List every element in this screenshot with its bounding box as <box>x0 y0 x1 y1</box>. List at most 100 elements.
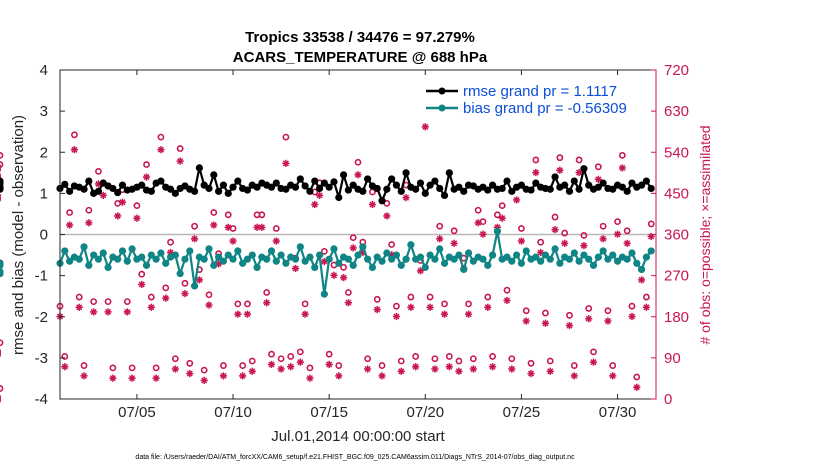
x-tick-label: 07/15 <box>310 404 348 421</box>
rmse-series-point <box>498 184 506 193</box>
bias-series-point <box>637 265 646 274</box>
bias-series-point <box>436 245 444 253</box>
rmse-series-point <box>642 177 650 185</box>
obs-assimilated-marker <box>546 367 554 375</box>
obs-possible-marker <box>561 229 569 237</box>
obs-assimilated-marker <box>392 312 401 321</box>
ticks-layer: -4 -3 -2 -1 0 1 2 3 4 0 90 180 270 360 450 540 630 720 07/… <box>35 62 689 421</box>
obs-assimilated-marker <box>609 372 617 380</box>
x-tick-label: 07/05 <box>118 404 156 421</box>
obs-possible-marker <box>325 350 333 358</box>
bias-series-point <box>301 257 309 265</box>
bias-series-point <box>80 243 88 251</box>
bias-series-point <box>565 255 574 263</box>
bias-series-point <box>364 255 372 263</box>
obs-possible-marker <box>282 133 290 141</box>
obs-assimilated-marker <box>469 365 477 373</box>
obs-assimilated-marker <box>311 200 319 209</box>
obs-possible-marker <box>191 222 198 230</box>
obs-assimilated-marker <box>152 374 160 382</box>
obs-assimilated-marker <box>104 308 112 316</box>
bias-series-point <box>243 255 252 263</box>
rmse-series-point <box>359 187 367 195</box>
y-axis-label: rmse and bias (model - observation) <box>10 115 27 355</box>
rmse-series-point <box>561 181 569 189</box>
obs-assimilated-marker <box>248 367 256 375</box>
obs-assimilated-marker <box>291 264 300 273</box>
rmse-series-point <box>306 187 314 195</box>
legend-bias-marker <box>438 104 446 112</box>
rmse-series-point <box>575 185 583 193</box>
rmse-series-point <box>383 185 391 193</box>
bias-series-point <box>594 253 602 261</box>
rmse-series-point <box>66 187 74 195</box>
bias-series-point <box>378 257 386 265</box>
bias-series-point <box>234 247 242 255</box>
bias-series-point <box>551 245 559 253</box>
obs-possible-marker <box>527 359 535 367</box>
obs-possible-marker <box>489 353 496 360</box>
obs-possible-marker <box>186 359 194 367</box>
obs-possible-marker <box>580 231 588 239</box>
obs-possible-marker <box>546 357 554 365</box>
obs-possible-marker <box>0 161 4 168</box>
bias-series-point <box>128 245 136 253</box>
obs-possible-marker <box>296 348 304 356</box>
rmse-series-point <box>138 181 146 189</box>
rmse-series-point <box>109 184 117 193</box>
bias-series-point <box>181 255 189 263</box>
obs-possible-marker <box>431 355 439 363</box>
y-tick-label: 3 <box>40 103 48 120</box>
obs-possible-marker <box>599 222 607 230</box>
obs-possible-marker <box>306 364 314 372</box>
obs-assimilated-marker <box>94 180 103 188</box>
obs-assimilated-marker <box>114 212 122 220</box>
y-axis-right-label: # of obs: o=possible; ×=assimilated <box>697 125 713 344</box>
obs-assimilated-marker <box>407 303 415 311</box>
rmse-series-point <box>551 173 559 181</box>
obs-assimilated-marker <box>162 294 170 302</box>
bias-series-point <box>546 255 554 263</box>
obs-assimilated-marker <box>224 223 232 231</box>
obs-possible-marker <box>75 293 83 301</box>
obs-assimilated-marker <box>138 280 146 289</box>
y-right-tick-label: 360 <box>664 227 689 244</box>
obs-possible-marker <box>0 151 4 159</box>
obs-assimilated-marker <box>426 303 434 311</box>
obs-assimilated-marker <box>498 214 506 222</box>
obs-possible-marker <box>373 295 381 303</box>
bias-series-point <box>315 251 324 259</box>
obs-assimilated-marker <box>565 322 574 330</box>
bias-series-point <box>229 255 237 263</box>
bias-series-point <box>114 255 122 263</box>
obs-possible-marker <box>210 209 218 216</box>
rmse-series-point <box>599 179 607 187</box>
obs-assimilated-marker <box>517 237 526 245</box>
obs-assimilated-marker <box>330 271 338 279</box>
obs-assimilated-marker <box>85 219 93 227</box>
obs-assimilated-marker <box>412 363 420 371</box>
bias-series-point <box>291 255 300 263</box>
obs-possible-marker <box>167 238 174 246</box>
obs-assimilated-marker <box>637 276 646 284</box>
obs-assimilated-marker <box>190 235 199 243</box>
obs-possible-marker <box>503 286 511 294</box>
bias-series-point <box>464 249 473 257</box>
series-layer <box>0 110 655 403</box>
obs-possible-marker <box>344 289 352 296</box>
rmse-series-point <box>157 177 165 185</box>
obs-possible-marker <box>618 151 626 159</box>
obs-assimilated-marker <box>580 242 588 250</box>
y-tick-label: 4 <box>40 62 48 79</box>
obs-possible-marker <box>388 241 396 248</box>
rmse-series-point <box>195 164 203 172</box>
bias-series-point <box>599 247 607 255</box>
obs-assimilated-marker <box>171 365 179 373</box>
obs-possible-marker <box>143 161 150 168</box>
bias-series-point <box>325 255 333 263</box>
obs-possible-marker <box>248 357 256 365</box>
obs-assimilated-marker <box>301 310 309 318</box>
rmse-series-point <box>94 187 103 195</box>
obs-possible-marker <box>450 227 458 235</box>
